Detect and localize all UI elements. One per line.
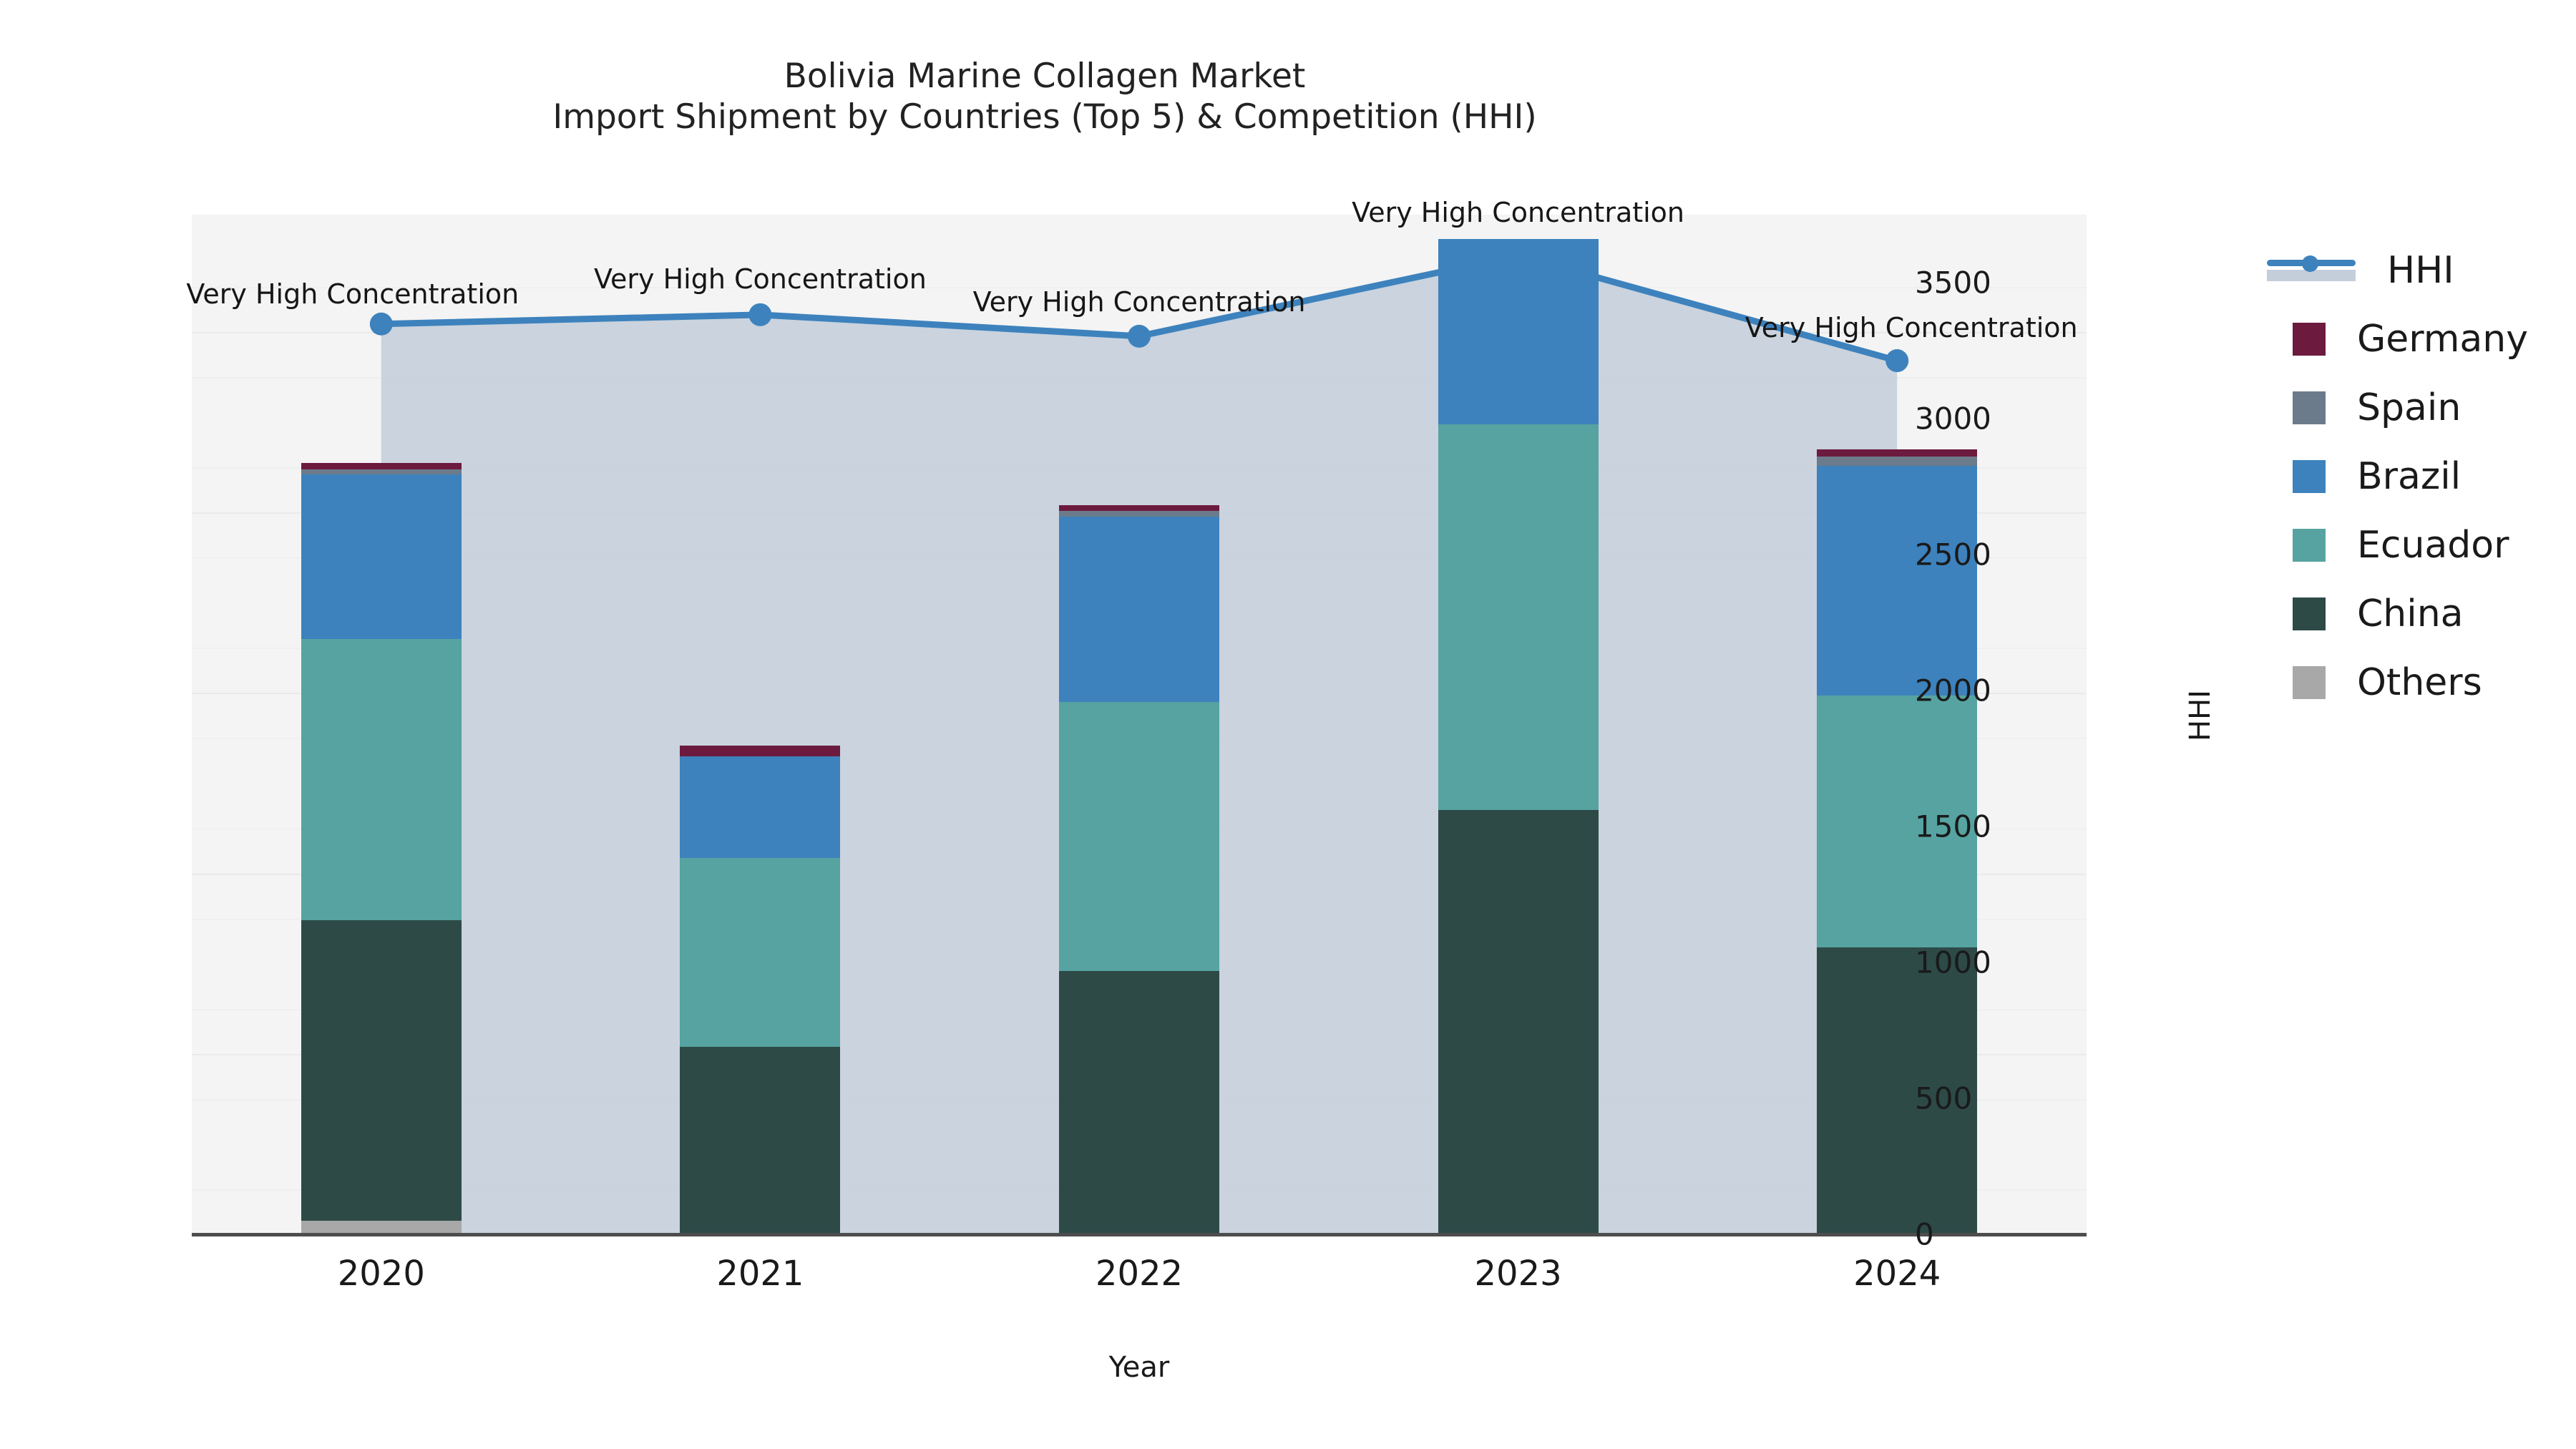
plot-clip (192, 215, 2087, 1234)
legend-item-label: Germany (2357, 318, 2529, 361)
legend-item-label: Others (2357, 661, 2482, 704)
legend-line-marker (2302, 255, 2318, 272)
bar-segment[interactable] (301, 1221, 462, 1234)
y2-axis-tick-label: 3500 (1915, 265, 1991, 301)
legend-item-label: China (2357, 592, 2464, 635)
bar-segment[interactable] (1817, 696, 1978, 947)
x-axis-line (192, 1233, 2087, 1236)
legend-color-swatch (2293, 460, 2326, 493)
bar-segment[interactable] (1059, 517, 1219, 702)
legend-area-band (2267, 270, 2356, 281)
x-axis-tick-label[interactable]: 2023 (1474, 1254, 1562, 1294)
x-axis-tick-label[interactable]: 2021 (716, 1254, 804, 1294)
chart-legend: HHI Germany Spain Brazil Ecuador China Others (2267, 236, 2528, 717)
hhi-marker[interactable] (1506, 244, 1530, 267)
hhi-marker[interactable] (369, 312, 393, 336)
bar-segment[interactable] (1059, 701, 1219, 971)
legend-item[interactable]: Brazil (2267, 442, 2528, 511)
bar-segment[interactable] (1438, 810, 1599, 1234)
hhi-annotation: Very High Concentration (972, 286, 1306, 318)
y2-axis-tick-label: 2500 (1915, 537, 1991, 572)
x-axis-tick-label[interactable]: 2022 (1095, 1254, 1184, 1294)
legend-color-swatch (2293, 391, 2326, 424)
x-axis-tick-label[interactable]: 2024 (1853, 1254, 1941, 1294)
x-axis-tick-label[interactable]: 2020 (337, 1254, 425, 1294)
bar-segment[interactable] (1059, 510, 1219, 517)
y2-axis-label: HHI (2184, 690, 2217, 741)
legend-item[interactable]: Spain (2267, 374, 2528, 442)
x-axis-label: Year (1108, 1351, 1170, 1384)
legend-item[interactable]: Others (2267, 648, 2528, 717)
bar-segment[interactable] (301, 469, 462, 475)
legend-item[interactable]: China (2267, 580, 2528, 648)
plot-area (192, 215, 2087, 1234)
legend-item[interactable]: HHI (2267, 236, 2528, 305)
chart-title-line2: Import Shipment by Countries (Top 5) & C… (552, 97, 1537, 137)
bar-segment[interactable] (301, 638, 462, 921)
bar-segment[interactable] (680, 745, 841, 756)
legend-item-label: HHI (2387, 249, 2454, 292)
y2-axis-tick-label: 1500 (1915, 809, 1991, 844)
y2-axis-tick-label: 0 (1915, 1216, 1934, 1252)
hhi-line-series (369, 244, 1909, 373)
bar-segment[interactable] (1817, 947, 1978, 1234)
legend-line-icon (2267, 254, 2356, 287)
hhi-marker[interactable] (1128, 324, 1151, 348)
legend-color-swatch (2293, 529, 2326, 562)
chart-title-line1: Bolivia Marine Collagen Market (784, 57, 1306, 96)
legend-item[interactable]: Germany (2267, 305, 2528, 374)
bar-segment[interactable] (301, 474, 462, 639)
y2-axis-tick-label: 500 (1915, 1080, 1973, 1116)
y2-axis-tick-label: 3000 (1915, 401, 1991, 436)
bar-segment[interactable] (680, 756, 841, 859)
hhi-annotation: Very High Concentration (186, 278, 519, 310)
bar-segment[interactable] (1438, 424, 1599, 811)
bar-segment[interactable] (1817, 465, 1978, 696)
y2-axis-tick-label: 1000 (1915, 945, 1991, 980)
legend-color-swatch (2293, 323, 2326, 356)
legend-item-label: Ecuador (2357, 524, 2509, 567)
y2-axis-tick-label: 2000 (1915, 673, 1991, 708)
bar-segment[interactable] (680, 858, 841, 1047)
legend-item[interactable]: Ecuador (2267, 511, 2528, 580)
bar-segment[interactable] (680, 1046, 841, 1234)
hhi-annotation: Very High Concentration (1745, 312, 2078, 344)
hhi-marker[interactable] (1885, 349, 1909, 373)
bar-segment[interactable] (301, 920, 462, 1221)
bar-segment[interactable] (301, 462, 462, 469)
bar-segment[interactable] (1817, 449, 1978, 457)
gridline-minor (192, 286, 2087, 288)
hhi-marker[interactable] (748, 303, 772, 326)
legend-item-label: Spain (2357, 386, 2462, 429)
legend-color-swatch (2293, 666, 2326, 699)
bar-segment[interactable] (1059, 505, 1219, 511)
hhi-annotation: Very High Concentration (593, 263, 927, 295)
legend-item-label: Brazil (2357, 455, 2462, 498)
chart-title: Bolivia Marine Collagen Market Import Sh… (0, 56, 2089, 138)
bar-segment[interactable] (1817, 456, 1978, 466)
bar-segment[interactable] (1059, 970, 1219, 1234)
hhi-annotation: Very High Concentration (1352, 197, 1685, 228)
legend-color-swatch (2293, 597, 2326, 630)
